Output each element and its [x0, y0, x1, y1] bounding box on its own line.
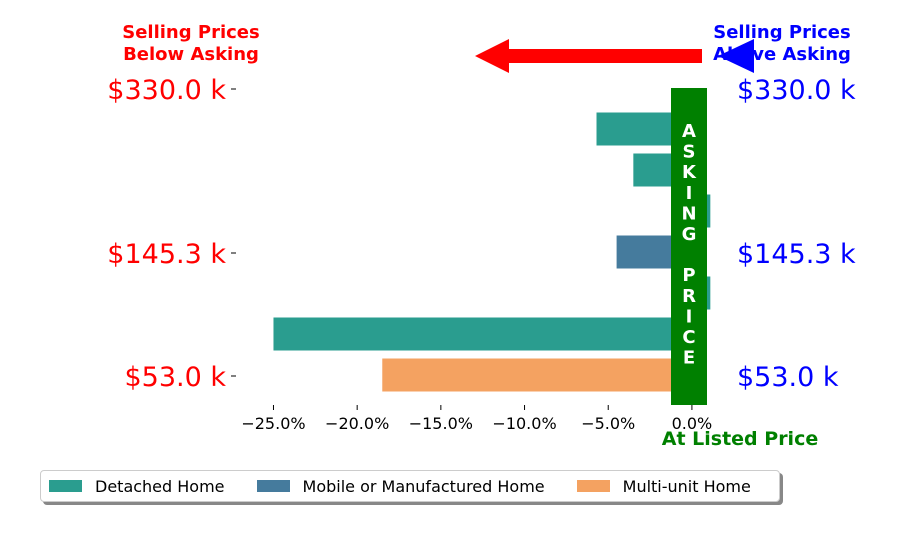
asking-price-letter: E: [683, 348, 695, 369]
below-asking-title: Selling Prices: [122, 22, 259, 43]
x-tick-label: −10.0%: [492, 414, 556, 433]
price-label-left: $145.3 k: [107, 239, 226, 270]
at-listed-price-label: At Listed Price: [662, 428, 818, 450]
asking-price-letter: S: [683, 142, 696, 163]
x-tick-label: −20.0%: [325, 414, 389, 433]
above-asking-title: Selling Prices: [713, 22, 850, 43]
legend-item: Detached Home: [49, 477, 225, 496]
legend: Detached Home Mobile or Manufactured Home…: [40, 470, 780, 502]
asking-price-letter: K: [682, 162, 697, 183]
bar-7: [382, 358, 692, 392]
asking-price-letter: G: [682, 224, 697, 245]
x-tick-label: −5.0%: [581, 414, 635, 433]
legend-swatch: [576, 480, 610, 492]
legend-item: Mobile or Manufactured Home: [256, 476, 545, 496]
x-axis: −25.0% −20.0% −15.0% −10.0% −5.0% 0.0%: [241, 405, 712, 433]
price-label-right: $330.0 k: [737, 75, 856, 106]
asking-price-letter: I: [686, 306, 693, 327]
bars-layer: [273, 112, 711, 392]
asking-price-band: [671, 88, 707, 405]
bar-6: [273, 317, 692, 351]
asking-price-letter: R: [682, 286, 696, 307]
asking-price-letter: C: [682, 327, 695, 348]
x-tick-label: 0.0%: [672, 414, 713, 433]
asking-price-letter: N: [681, 203, 696, 224]
legend-label: Detached Home: [95, 476, 225, 496]
legend-swatch: [49, 480, 82, 492]
legend-item: Multi-unit Home: [576, 476, 751, 496]
asking-price-letter: I: [686, 183, 693, 204]
below-asking-title: Below Asking: [123, 44, 259, 65]
asking-price-letter: P: [682, 265, 695, 286]
asking-price-letter: A: [682, 121, 696, 142]
price-label-left: $330.0 k: [107, 75, 226, 106]
x-tick-label: −15.0%: [409, 414, 473, 433]
legend-label: Mobile or Manufactured Home: [302, 476, 545, 496]
price-label-left: $53.0 k: [124, 362, 226, 393]
price-labels: $330.0 k $145.3 k $53.0 k $330.0 k $145.3 k $…: [107, 75, 856, 393]
left-arrow: [475, 39, 702, 73]
x-tick-label: −25.0%: [241, 414, 305, 433]
right-arrow-head: [718, 39, 754, 73]
legend-label: Multi-unit Home: [622, 476, 751, 496]
legend-swatch: [256, 480, 290, 492]
price-label-right: $145.3 k: [737, 239, 856, 270]
price-label-right: $53.0 k: [737, 362, 839, 393]
